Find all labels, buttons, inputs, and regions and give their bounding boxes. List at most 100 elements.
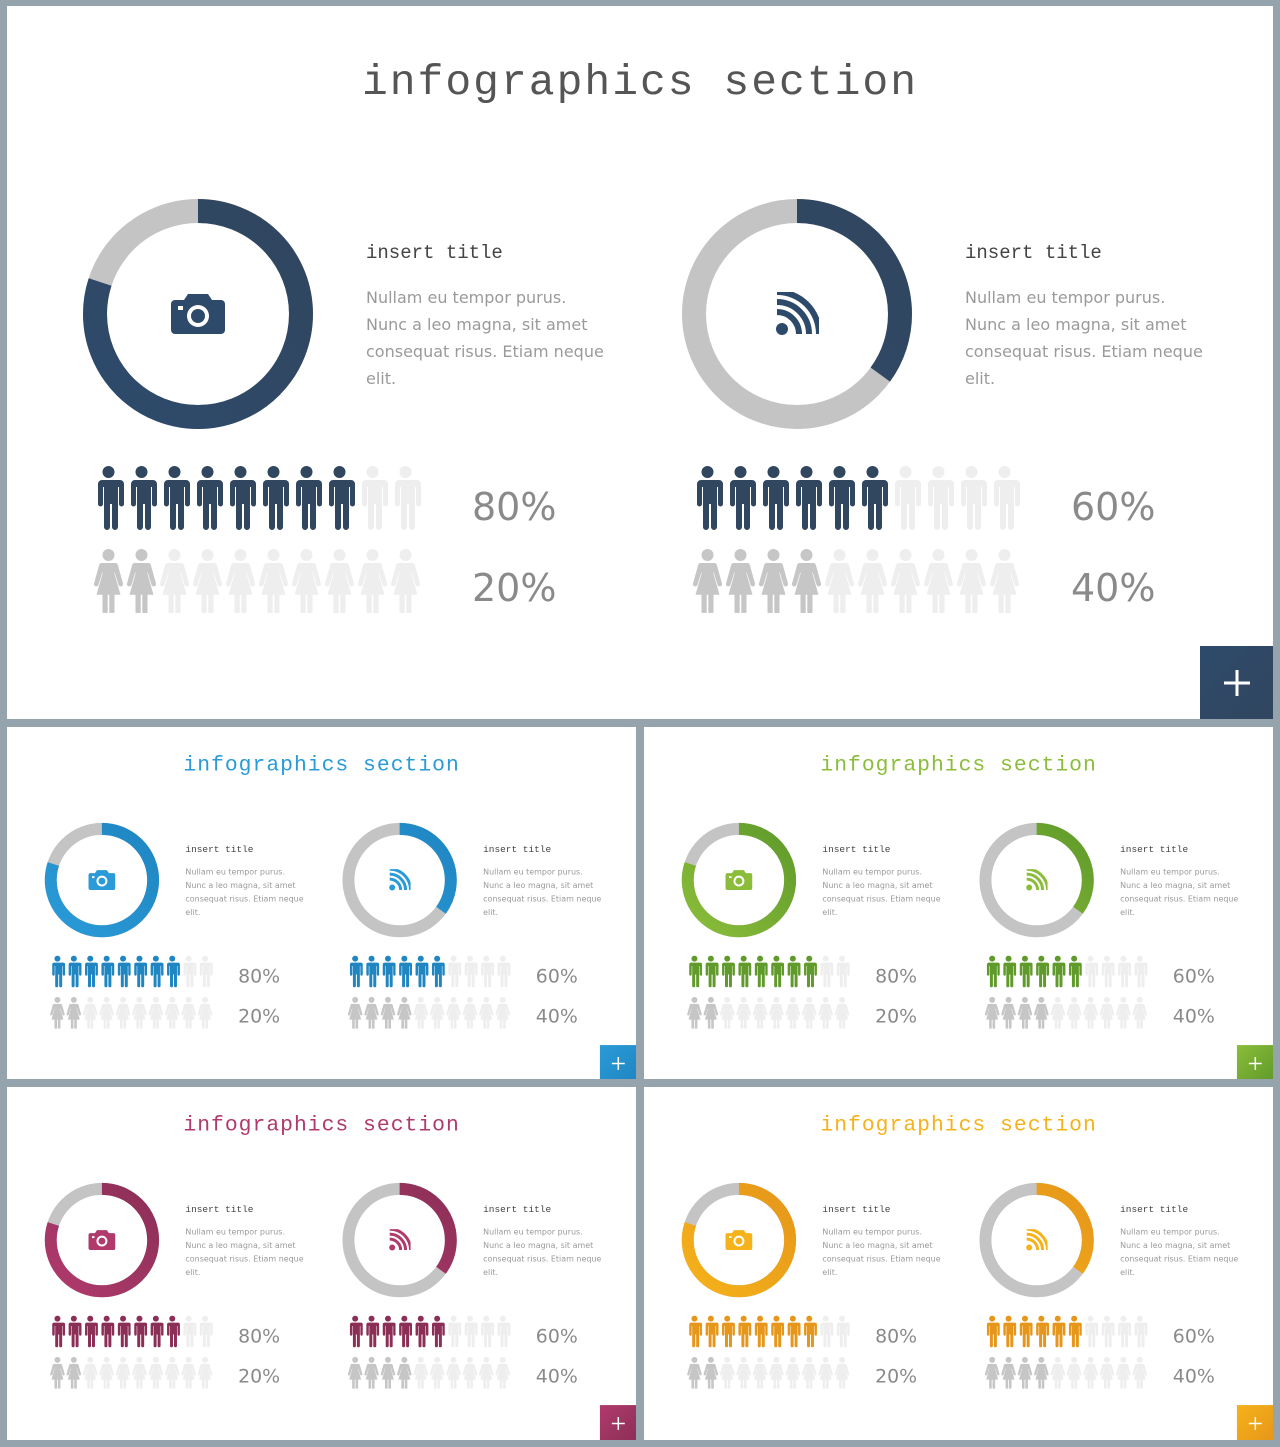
plus-icon: [1248, 1056, 1262, 1070]
slide-green: infographics section insert title Nullam…: [644, 727, 1273, 1079]
woman-icon: [479, 1356, 494, 1391]
woman-icon: [1083, 1356, 1098, 1391]
plus-button[interactable]: [1200, 646, 1273, 719]
donut-ring-left: [680, 821, 797, 938]
woman-icon: [495, 1356, 511, 1391]
man-icon: [197, 955, 213, 990]
info-title: insert title: [483, 844, 552, 856]
man-icon: [802, 1315, 817, 1350]
rss-icon: [341, 821, 458, 938]
man-icon: [791, 466, 822, 535]
plus-button[interactable]: [599, 1045, 636, 1079]
female-percent-right: 40%: [1071, 566, 1156, 610]
man-icon: [225, 466, 256, 535]
woman-icon: [115, 1356, 131, 1391]
man-icon: [1116, 955, 1132, 990]
info-body: Nullam eu tempor purus. Nunc a leo magna…: [1120, 867, 1239, 917]
info-text-left: insert title Nullam eu tempor purus. Nun…: [822, 1204, 941, 1279]
info-body: Nullam eu tempor purus. Nunc a leo magna…: [822, 867, 941, 917]
male-percent-right: 60%: [1071, 485, 1156, 529]
woman-icon: [890, 549, 921, 618]
info-body: Nullam eu tempor purus. Nunc a leo magna…: [1120, 1227, 1239, 1277]
man-icon: [956, 466, 987, 535]
man-icon: [1034, 955, 1050, 990]
female-pictogram-row-right: [984, 1356, 1148, 1391]
info-body: Nullam eu tempor purus. Nunc a leo magna…: [483, 1227, 602, 1277]
female-percent-right: 40%: [1172, 1365, 1215, 1388]
woman-icon: [446, 1356, 461, 1391]
woman-icon: [1132, 1356, 1148, 1391]
info-title: insert title: [822, 844, 891, 856]
man-icon: [1132, 1315, 1148, 1350]
man-icon: [132, 955, 148, 990]
woman-icon: [1034, 1356, 1049, 1391]
plus-button[interactable]: [1236, 1045, 1273, 1079]
female-percent-right: 40%: [535, 1365, 578, 1388]
man-icon: [99, 955, 115, 990]
female-pictogram-row-left: [93, 549, 421, 618]
donut-ring-right: [978, 1181, 1095, 1298]
man-icon: [429, 1315, 445, 1350]
woman-icon: [462, 996, 478, 1031]
man-icon: [1050, 955, 1066, 990]
man-icon: [495, 1315, 511, 1350]
donut-chart-left: [83, 199, 313, 429]
woman-icon: [736, 996, 751, 1031]
man-icon: [752, 1315, 768, 1350]
slide-title: infographics section: [183, 752, 460, 778]
woman-icon: [818, 996, 833, 1031]
plus-button[interactable]: [599, 1405, 636, 1440]
female-percent-left: 20%: [238, 1005, 281, 1028]
plus-icon: [611, 1056, 625, 1070]
man-icon: [462, 955, 478, 990]
man-icon: [834, 955, 850, 990]
plus-button[interactable]: [1236, 1405, 1273, 1440]
woman-icon: [1132, 996, 1148, 1031]
man-icon: [1001, 955, 1017, 990]
male-pictogram-row-left: [93, 466, 421, 535]
donut-ring-right: [341, 1181, 458, 1298]
man-icon: [397, 955, 413, 990]
info-title: insert title: [965, 242, 1102, 264]
woman-icon: [687, 1356, 702, 1391]
woman-icon: [83, 1356, 98, 1391]
male-pictogram-row-right: [347, 1315, 511, 1350]
woman-icon: [725, 549, 756, 618]
woman-icon: [720, 1356, 735, 1391]
woman-icon: [66, 1356, 82, 1391]
man-icon: [834, 1315, 850, 1350]
woman-icon: [752, 1356, 768, 1391]
slide-title: infographics section: [361, 58, 919, 107]
plus-icon: [1223, 669, 1250, 696]
woman-icon: [83, 996, 98, 1031]
male-percent-right: 60%: [1172, 965, 1215, 987]
man-icon: [148, 1315, 164, 1350]
woman-icon: [1050, 996, 1065, 1031]
woman-icon: [397, 1356, 412, 1391]
info-body: Nullam eu tempor purus. Nunc a leo magna…: [965, 288, 1203, 388]
woman-icon: [1001, 996, 1016, 1031]
man-icon: [824, 466, 855, 535]
donut-chart-left: [44, 1182, 160, 1298]
man-icon: [752, 955, 768, 990]
rss-icon: [679, 196, 915, 432]
male-pictogram-row-left: [687, 955, 850, 990]
donut-chart-right: [979, 1182, 1094, 1298]
woman-icon: [132, 996, 147, 1031]
woman-icon: [347, 996, 363, 1031]
woman-icon: [923, 549, 954, 618]
woman-icon: [126, 549, 157, 618]
woman-icon: [834, 1356, 850, 1391]
woman-icon: [397, 996, 412, 1031]
man-icon: [720, 955, 735, 990]
woman-icon: [364, 996, 379, 1031]
info-text-left: insert title Nullam eu tempor purus. Nun…: [366, 242, 606, 392]
man-icon: [1001, 1315, 1017, 1350]
donut-ring-right: [341, 821, 458, 938]
man-icon: [165, 955, 180, 990]
male-percent-left: 80%: [875, 965, 918, 987]
woman-icon: [148, 1356, 164, 1391]
male-pictogram-row-right: [984, 955, 1148, 990]
man-icon: [1083, 1315, 1099, 1350]
woman-icon: [462, 1356, 478, 1391]
